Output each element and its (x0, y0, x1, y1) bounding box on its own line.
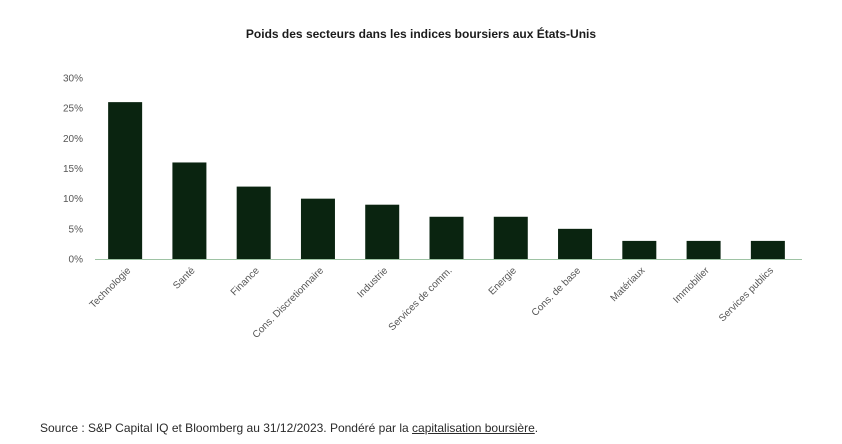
y-tick-label: 10% (63, 194, 83, 205)
bar (686, 240, 721, 259)
y-tick-label: 5% (69, 224, 84, 235)
chart-title: Poids des secteurs dans les indices bour… (245, 27, 597, 41)
y-tick-label: 30% (63, 74, 83, 85)
bars (108, 102, 785, 259)
bar (429, 216, 464, 259)
y-axis: 0% 5% 10% 15% 20% 25% 30% (63, 74, 83, 266)
x-tick-label: Cons. Discretionnaire (251, 265, 327, 341)
source-link[interactable]: capitalisation boursière (412, 421, 535, 435)
bar (300, 198, 335, 259)
source-note: Source : S&P Capital IQ et Bloomberg au … (40, 421, 538, 435)
y-tick-label: 15% (63, 164, 83, 175)
x-tick-label: Immobilier (671, 265, 712, 306)
x-tick-label: Matériaux (609, 265, 648, 304)
bar (622, 240, 657, 259)
bar (493, 216, 528, 259)
y-tick-label: 0% (69, 255, 84, 266)
x-tick-label: Technologie (88, 265, 134, 311)
bar (172, 162, 207, 259)
y-tick-label: 25% (63, 104, 83, 115)
bar (750, 240, 785, 259)
bar (558, 228, 593, 259)
x-tick-label: Cons. de base (530, 265, 584, 319)
source-text: Source : S&P Capital IQ et Bloomberg au … (40, 421, 413, 435)
bar (236, 186, 271, 259)
x-tick-label: Industrie (355, 265, 390, 300)
source-suffix: . (534, 421, 539, 435)
y-tick-label: 20% (63, 134, 83, 145)
x-tick-label: Finance (229, 265, 262, 298)
bar (108, 102, 143, 259)
x-tick-label: Services de comm. (387, 265, 455, 333)
bar (365, 204, 400, 259)
x-tick-label: Santé (171, 265, 198, 292)
x-tick-label: Services publics (717, 265, 776, 324)
x-tick-label: Energie (487, 265, 519, 297)
